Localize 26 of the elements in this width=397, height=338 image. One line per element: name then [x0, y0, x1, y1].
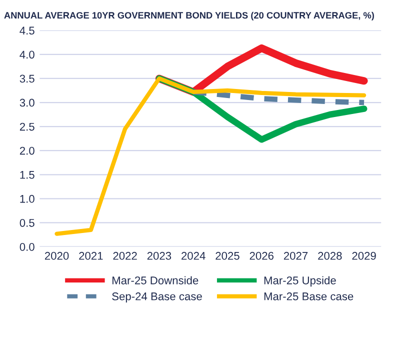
y-tick-label: 4.5 [20, 26, 34, 35]
y-tick-label: 4.0 [20, 50, 34, 59]
x-tick-label: 2028 [318, 252, 342, 260]
y-tick-label: 2.5 [20, 122, 34, 131]
y-tick-label: 1.0 [20, 194, 34, 203]
y-tick-label: 0.5 [20, 218, 34, 227]
x-tick-label: 2022 [113, 252, 137, 260]
chart-title: ANNUAL AVERAGE 10YR GOVERNMENT BOND YIELDS (20 COUNTRY AVERAGE, %) [4, 12, 374, 20]
y-tick-label: 3.0 [20, 98, 34, 107]
x-tick-label: 2021 [79, 252, 103, 260]
x-tick-label: 2027 [284, 252, 308, 260]
y-tick-label: 3.5 [20, 74, 34, 83]
legend-label: Sep-24 Base case [112, 292, 202, 302]
y-tick-label: 1.5 [20, 171, 34, 179]
legend-label: Mar-25 Base case [264, 292, 354, 300]
x-tick-label: 2029 [352, 252, 376, 260]
legend-label: Mar-25 Upside [264, 276, 336, 287]
y-tick-label: 2.0 [20, 146, 34, 155]
x-tick-label: 2025 [216, 252, 240, 260]
x-tick-label: 2020 [44, 252, 69, 260]
x-tick-label: 2026 [250, 252, 274, 260]
x-tick-label: 2024 [182, 252, 206, 260]
legend-label: Mar-25 Downside [112, 276, 198, 284]
line-series [54, 76, 366, 236]
x-tick-label: 2023 [147, 252, 172, 260]
y-tick-label: 0.0 [20, 243, 34, 251]
